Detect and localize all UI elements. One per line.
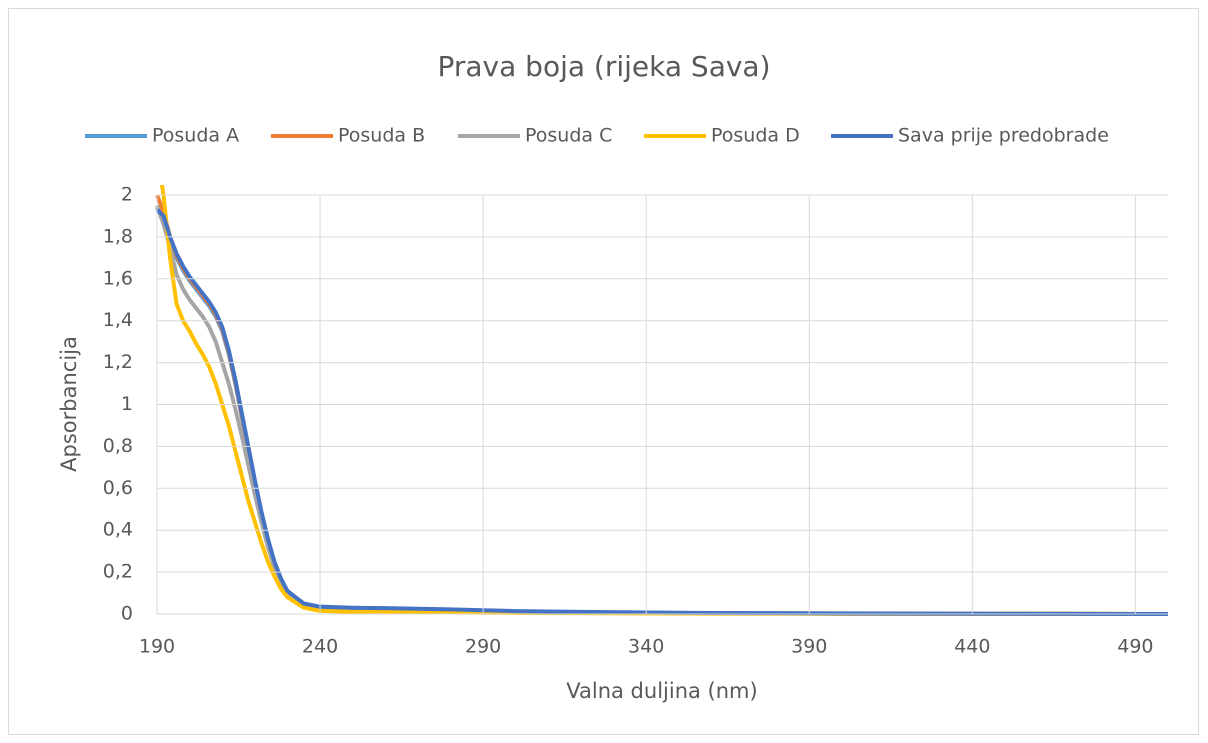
- y-tick-label: 1: [121, 393, 133, 415]
- x-tick-label: 240: [302, 636, 338, 658]
- chart-title: Prava boja (rijeka Sava): [437, 50, 770, 83]
- plot-lines: [155, 185, 1169, 616]
- x-tick-label: 390: [791, 636, 827, 658]
- x-tick-label: 190: [139, 636, 175, 658]
- y-tick-label: 0,6: [103, 477, 133, 499]
- legend-label: Sava prije predobrade: [898, 125, 1109, 147]
- y-tick-label: 0,4: [103, 519, 133, 541]
- y-tick-label: 1,8: [103, 225, 133, 247]
- x-axis-label: Valna duljina (nm): [566, 679, 757, 703]
- y-tick-label: 1,6: [103, 267, 133, 289]
- y-tick-label: 0,2: [103, 561, 133, 583]
- legend-label: Posuda B: [338, 125, 425, 147]
- x-tick-label: 440: [954, 636, 990, 658]
- legend-label: Posuda D: [711, 125, 800, 147]
- y-axis-label: Apsorbancija: [57, 336, 81, 472]
- chart-border: [8, 8, 1199, 735]
- y-tick-label: 0,8: [103, 435, 133, 457]
- y-tick-label: 2: [121, 184, 133, 206]
- x-tick-label: 340: [628, 636, 664, 658]
- series-line: [155, 208, 1169, 616]
- y-tick-label: 0: [121, 603, 133, 625]
- y-tick-label: 1,4: [103, 309, 133, 331]
- x-tick-label: 490: [1117, 636, 1153, 658]
- y-tick-label: 1,2: [103, 351, 133, 373]
- x-tick-label: 290: [465, 636, 501, 658]
- legend-label: Posuda C: [525, 125, 612, 147]
- legend-label: Posuda A: [152, 125, 239, 147]
